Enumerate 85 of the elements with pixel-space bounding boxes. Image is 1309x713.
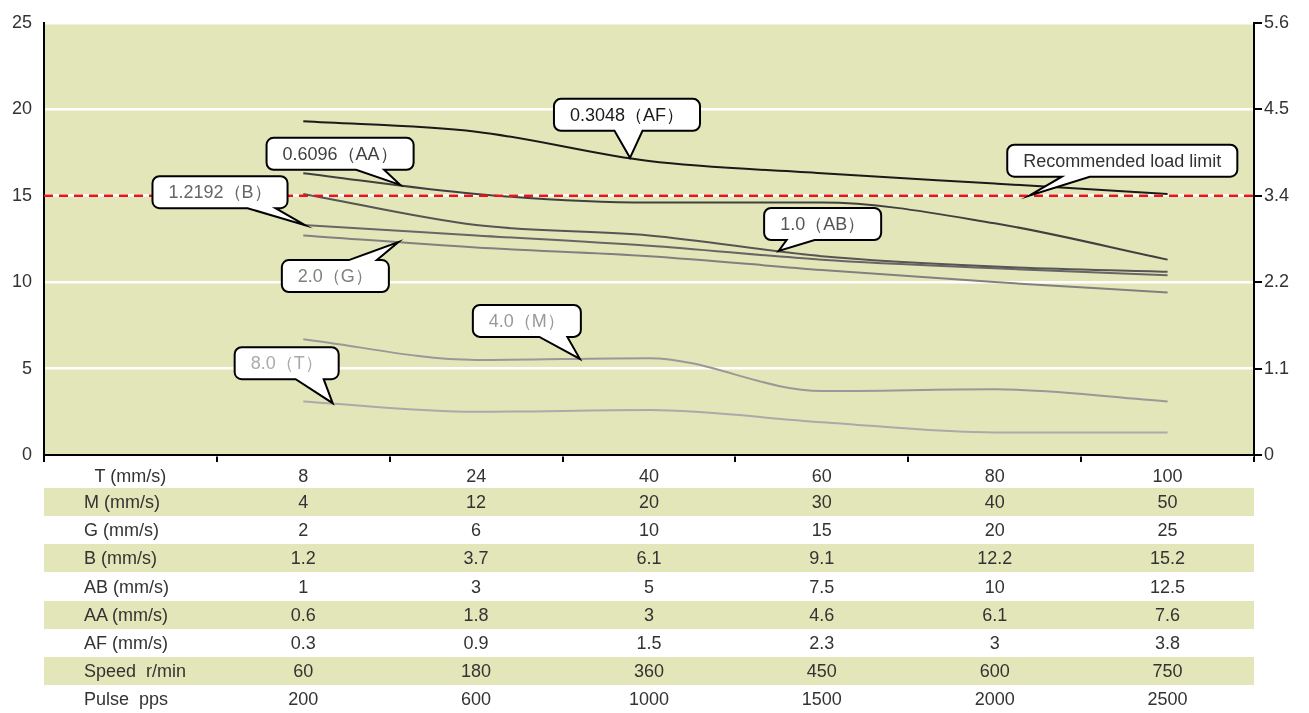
text: 20 xyxy=(983,519,1006,542)
text: 15 xyxy=(810,519,833,542)
text: 1 xyxy=(297,575,310,598)
text: 3.7 xyxy=(462,547,490,570)
series-label: 2.0（G） xyxy=(297,266,373,287)
text: 60 xyxy=(292,660,315,683)
text: 2.3 xyxy=(808,632,836,654)
text: 1.2192（B） xyxy=(168,182,272,203)
y2-tick-label: 4.5 xyxy=(1264,98,1290,119)
text: 2000 xyxy=(973,688,1016,711)
y-tick-label: 20 xyxy=(11,98,32,119)
text: 1.2 xyxy=(289,547,317,570)
series-label: 8.0（T） xyxy=(250,353,323,374)
series-label: 0.3048（AF） xyxy=(569,104,685,125)
text: 1000 xyxy=(627,688,670,711)
line-series xyxy=(302,400,1169,434)
text: 0.9 xyxy=(462,632,490,654)
text: 4.6 xyxy=(808,603,836,626)
text: AF (mm/s) xyxy=(84,632,168,654)
text: 450 xyxy=(805,660,838,683)
text: 750 xyxy=(1151,660,1184,683)
text: 50 xyxy=(1156,491,1179,513)
text: Pulse pps xyxy=(84,688,169,711)
text: 1.5 xyxy=(635,632,663,654)
text: 9.1 xyxy=(808,547,836,570)
text: 360 xyxy=(632,660,665,683)
text: 6 xyxy=(470,519,483,542)
text: 5 xyxy=(642,575,655,598)
series-label: 4.0（M） xyxy=(488,310,565,331)
text: 3 xyxy=(470,575,483,598)
text: M (mm/s) xyxy=(84,491,160,513)
y-tick-label: 5 xyxy=(21,357,32,378)
x-tick-label: 24 xyxy=(466,465,487,486)
text: AB (mm/s) xyxy=(84,575,169,598)
x-tick-label: 80 xyxy=(984,465,1005,486)
text: 3 xyxy=(988,632,1001,654)
y2-tick-label: 0 xyxy=(1264,443,1275,464)
text: 2500 xyxy=(1146,688,1189,711)
y2-tick-label: 3.4 xyxy=(1264,184,1290,205)
text: 2 xyxy=(297,519,310,542)
text: G (mm/s) xyxy=(84,519,159,542)
series-label: 0.6096（AA） xyxy=(282,143,398,164)
text: 20 xyxy=(637,491,660,513)
text: 200 xyxy=(287,688,320,711)
text: 6.1 xyxy=(635,547,663,570)
text: 4 xyxy=(297,491,310,513)
text: 1500 xyxy=(800,688,843,711)
series-label: 1.0（AB） xyxy=(780,213,866,234)
line-series xyxy=(302,172,1169,261)
y-tick-label: 25 xyxy=(11,11,32,32)
text: 3 xyxy=(642,603,655,626)
text: 3.8 xyxy=(1154,632,1182,654)
text: 0.6 xyxy=(289,603,317,626)
text: 12 xyxy=(465,491,488,513)
text: 600 xyxy=(460,688,493,711)
text: 12.5 xyxy=(1149,575,1187,598)
text: 10 xyxy=(637,519,660,542)
text: 10 xyxy=(983,575,1006,598)
text: 180 xyxy=(460,660,493,683)
text: 1.8 xyxy=(462,603,490,626)
text: Speed r/min xyxy=(84,660,187,683)
x-tick-label: 60 xyxy=(811,465,832,486)
x-tick-label: 8 xyxy=(298,465,309,486)
y-tick-label: 0 xyxy=(21,443,32,464)
text: 600 xyxy=(978,660,1011,683)
y2-tick-label: 1.1 xyxy=(1264,357,1290,378)
text: 15.2 xyxy=(1149,547,1187,570)
text: 12.2 xyxy=(976,547,1014,570)
text: 7.6 xyxy=(1154,603,1182,626)
y2-tick-label: 2.2 xyxy=(1264,271,1290,292)
text: 0.3 xyxy=(289,632,317,654)
y-tick-label: 10 xyxy=(11,271,32,292)
y2-tick-label: 5.6 xyxy=(1264,11,1290,32)
ref-line-label: Recommended load limit xyxy=(1023,150,1222,171)
x-tick-label: 40 xyxy=(638,465,660,486)
text: 30 xyxy=(810,491,833,513)
x-tick-label: T (mm/s) xyxy=(94,465,167,486)
y-tick-label: 15 xyxy=(11,184,32,205)
text: 7.5 xyxy=(808,575,836,598)
text: B (mm/s) xyxy=(84,547,157,570)
text: 25 xyxy=(1156,519,1179,542)
x-tick-label: 100 xyxy=(1152,465,1183,486)
text: 40 xyxy=(983,491,1006,513)
text: AA (mm/s) xyxy=(84,603,168,626)
text: 6.1 xyxy=(981,603,1009,626)
